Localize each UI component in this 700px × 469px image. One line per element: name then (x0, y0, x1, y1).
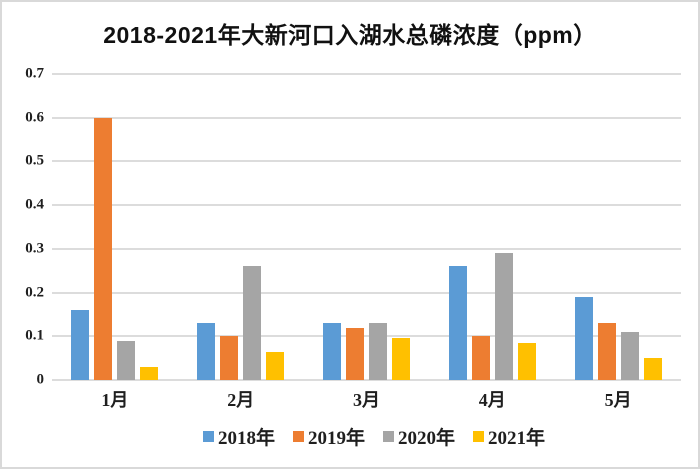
bar-group-2月 (178, 74, 304, 380)
bar-2018年-5月 (574, 296, 593, 380)
y-axis-label: 0.2 (25, 284, 44, 301)
gridline (52, 160, 681, 163)
bar-2018年-3月 (322, 323, 341, 380)
bar-2018年-2月 (197, 323, 216, 380)
gridline (52, 73, 681, 75)
gridline (52, 116, 681, 119)
y-axis-label: 0.7 (25, 65, 44, 82)
y-axis-label: 0 (36, 371, 45, 388)
y-axis: 0 0.1 0.2 0.3 0.4 0.5 0.6 0.7 (2, 66, 44, 388)
bar-2019年-1月 (94, 117, 113, 380)
bar-2020年-1月 (117, 340, 136, 380)
legend-item-2021年: 2021年 (473, 423, 545, 450)
bar-group-5月 (555, 74, 681, 380)
bar-2019年-2月 (220, 336, 239, 380)
y-axis-label: 0.6 (25, 109, 44, 126)
gridline (52, 379, 681, 381)
bars-container (52, 74, 681, 380)
gridline (52, 335, 681, 338)
bar-2019年-3月 (345, 327, 364, 380)
x-axis-label: 5月 (604, 390, 632, 410)
legend-swatch-2020年 (383, 431, 394, 442)
legend-label: 2020年 (398, 428, 456, 449)
bar-group-3月 (304, 74, 430, 380)
bar-2021年-4月 (517, 342, 536, 380)
y-axis-label: 0.3 (25, 240, 44, 257)
bar-2021年-1月 (140, 366, 159, 380)
bar-2020年-5月 (620, 331, 639, 380)
bar-group-4月 (429, 74, 555, 380)
x-axis-label: 3月 (352, 390, 380, 410)
gridline (52, 291, 681, 294)
x-axis-label: 4月 (478, 390, 506, 410)
bar-2019年-4月 (471, 336, 490, 380)
y-axis-label: 0.1 (25, 327, 44, 344)
x-axis-label: 2月 (227, 390, 255, 410)
y-axis-label: 0.5 (25, 152, 44, 169)
legend-label: 2018年 (217, 428, 275, 449)
legend-swatch-2018年 (202, 431, 214, 442)
bar-2020年-2月 (243, 266, 262, 380)
bar-2020年-3月 (368, 323, 387, 380)
legend-label: 2021年 (488, 428, 546, 449)
bar-2019年-5月 (597, 323, 616, 380)
x-axis-label: 1月 (101, 390, 129, 410)
y-axis-label: 0.4 (25, 196, 44, 213)
legend-swatch-2021年 (473, 431, 485, 442)
chart-title: 2018-2021年大新河口入湖水总磷浓度（ppm） (103, 22, 597, 48)
gridline (52, 247, 681, 250)
legend-item-2019年: 2019年 (292, 423, 365, 450)
gridline (52, 204, 681, 207)
bar-2018年-4月 (448, 266, 467, 380)
legend: 2018年 2019年 2020年 2021年 (2, 423, 698, 450)
bar-group-1月 (52, 74, 178, 380)
legend-swatch-2019年 (292, 431, 304, 442)
bar-2021年-2月 (266, 351, 285, 380)
legend-label: 2019年 (307, 428, 365, 449)
bar-2021年-3月 (391, 338, 410, 380)
bar-2020年-4月 (494, 253, 513, 380)
bar-2018年-1月 (71, 310, 90, 380)
plot-area (52, 73, 681, 381)
legend-item-2018年: 2018年 (202, 423, 275, 450)
bar-2021年-5月 (643, 358, 662, 380)
legend-item-2020年: 2020年 (383, 423, 455, 450)
x-axis: 1月 2月 3月 4月 5月 (52, 386, 681, 412)
